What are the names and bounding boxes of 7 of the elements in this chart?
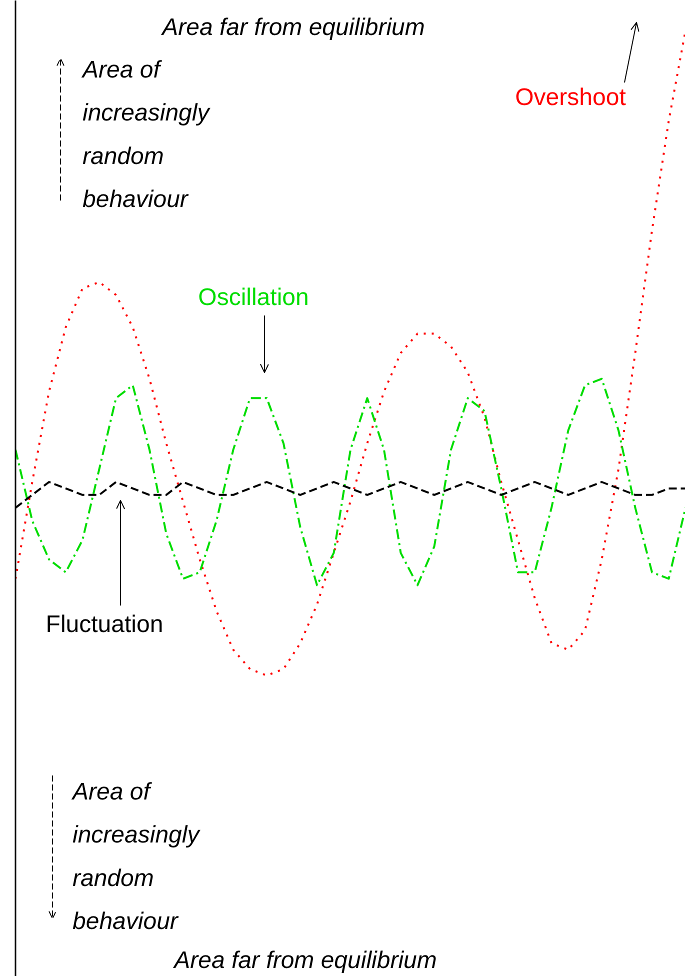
text: Oscillation: [198, 284, 309, 311]
annotation: Area of increasingly random behaviour: [80, 56, 212, 214]
text: Area far from equilibrium: [172, 947, 437, 974]
text: Area of increasingly random behaviour: [70, 778, 202, 936]
annotation: Area far from equilibrium: [160, 14, 425, 41]
series-label: Overshoot: [515, 84, 626, 111]
text: Fluctuation: [46, 611, 164, 638]
